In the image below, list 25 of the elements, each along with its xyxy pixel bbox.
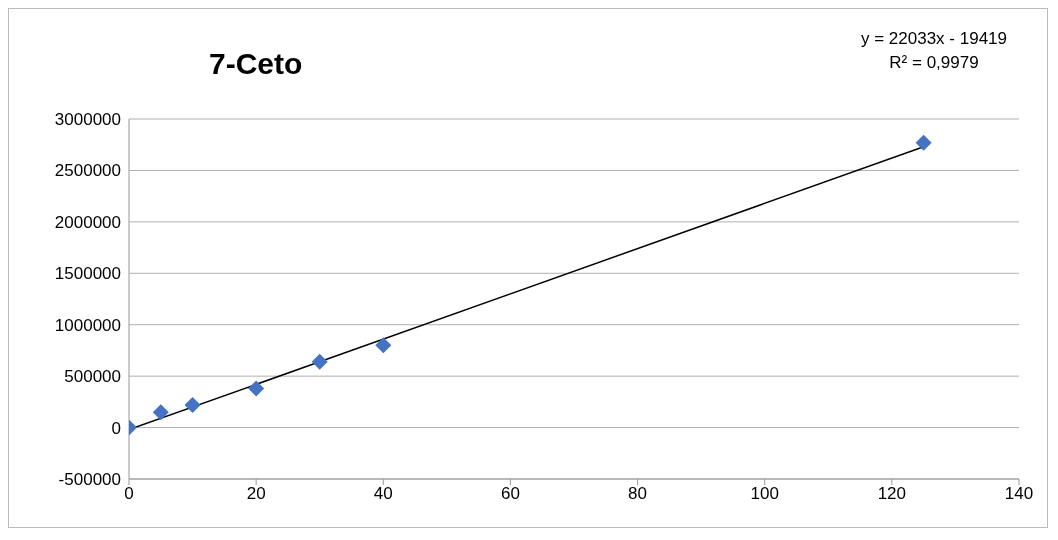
text: R² = 0,9979 — [888, 52, 980, 74]
text: y = 22033x - 19419 — [860, 28, 1007, 50]
x-tick-label: 60 — [500, 484, 520, 504]
y-tick-label: 2500000 — [54, 161, 121, 181]
chart-title: 7-Ceto — [209, 47, 303, 81]
point — [248, 380, 265, 397]
point — [311, 353, 328, 370]
y-tick-label: -500000 — [58, 470, 121, 490]
x-tick-label: 0 — [124, 484, 134, 504]
x-tick-label: 120 — [877, 484, 907, 504]
x-tick-label: 140 — [1004, 484, 1034, 504]
x-tick-label: 100 — [750, 484, 779, 504]
x-tick-label: 40 — [373, 484, 393, 504]
y-tick-label: 3000000 — [54, 110, 121, 130]
point — [375, 337, 392, 354]
y-tick-label: 500000 — [64, 367, 121, 387]
y-tick-label: 0 — [111, 418, 121, 438]
point — [152, 404, 169, 421]
y-tick-label: 1000000 — [54, 315, 121, 335]
y-tick-label: 2000000 — [54, 212, 121, 232]
x-tick-label: 20 — [246, 484, 266, 504]
y-tick-label: 1500000 — [54, 264, 121, 284]
point — [915, 134, 932, 151]
point — [184, 396, 201, 413]
x-tick-label: 80 — [628, 484, 648, 504]
